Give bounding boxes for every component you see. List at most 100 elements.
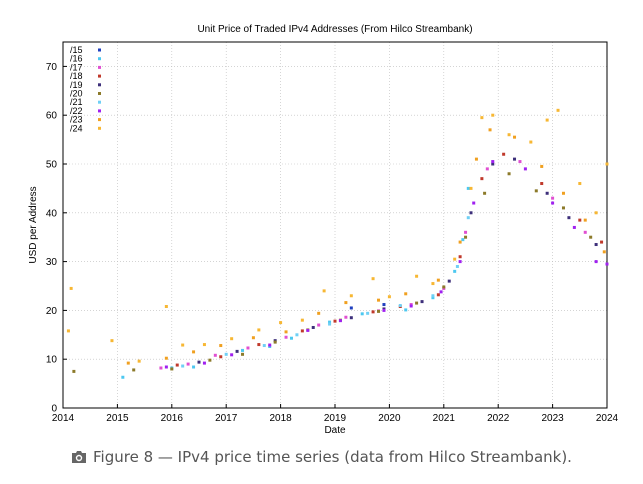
data-point <box>251 336 255 340</box>
x-tick-label: 2015 <box>106 413 129 424</box>
x-tick-label: 2022 <box>487 413 510 424</box>
data-point <box>507 172 511 176</box>
data-point <box>453 257 457 261</box>
data-point <box>551 196 555 200</box>
camera-icon <box>71 450 87 468</box>
x-tick-label: 2021 <box>433 413 456 424</box>
legend-label: /24 <box>70 123 83 133</box>
data-points <box>66 108 609 379</box>
data-point <box>273 340 277 344</box>
data-point <box>523 167 527 171</box>
y-axis-label: USD per Address <box>28 186 39 263</box>
data-point <box>192 365 196 369</box>
data-point <box>404 292 408 296</box>
data-point <box>241 352 245 356</box>
data-point <box>262 344 266 348</box>
data-point <box>534 189 538 193</box>
data-point <box>382 308 386 312</box>
data-point <box>181 343 185 347</box>
data-point <box>458 260 462 264</box>
data-point <box>602 250 606 254</box>
data-point <box>72 369 76 373</box>
data-point <box>246 346 250 350</box>
data-point <box>415 274 419 278</box>
data-point <box>257 328 261 332</box>
data-point <box>461 238 465 242</box>
x-tick-label: 2017 <box>215 413 238 424</box>
data-point <box>431 282 435 286</box>
data-point <box>464 230 468 234</box>
legend-label: /22 <box>70 106 83 116</box>
y-tick-label: 40 <box>46 208 58 219</box>
data-point <box>466 186 470 190</box>
data-point <box>164 304 168 308</box>
legend-label: /19 <box>70 80 83 90</box>
data-point <box>431 296 435 300</box>
x-tick-label: 2024 <box>596 413 619 424</box>
legend-marker <box>98 100 101 104</box>
data-point <box>398 304 402 308</box>
data-point <box>300 329 304 333</box>
data-point <box>366 311 370 315</box>
legend-label: /20 <box>70 89 83 99</box>
data-point <box>436 293 440 297</box>
data-point <box>219 344 223 348</box>
legend-label: /15 <box>70 45 83 55</box>
data-point <box>513 157 517 161</box>
data-point <box>159 366 163 370</box>
data-point <box>409 304 413 308</box>
data-point <box>230 353 234 357</box>
legend-label: /18 <box>70 71 83 81</box>
data-point <box>491 162 495 166</box>
x-tick-label: 2016 <box>161 413 184 424</box>
data-point <box>110 339 114 343</box>
data-point <box>338 319 342 323</box>
legend-marker <box>98 109 101 113</box>
data-point <box>219 355 223 359</box>
data-point <box>192 350 196 354</box>
data-point <box>545 191 549 195</box>
data-point <box>328 320 332 324</box>
axis-ticks: 2014 2015 2016 2017 2018 2019 2020 2021 2022 2023… <box>46 62 619 424</box>
data-point <box>540 182 544 186</box>
y-tick-label: 0 <box>51 404 57 415</box>
data-point <box>589 235 593 239</box>
x-tick-label: 2014 <box>52 413 75 424</box>
data-point <box>561 206 565 210</box>
data-point <box>241 348 245 352</box>
data-point <box>306 328 310 332</box>
data-point <box>328 322 332 326</box>
data-point <box>455 264 459 268</box>
legend-marker <box>98 126 101 130</box>
legend-marker <box>98 57 101 61</box>
y-tick-label: 70 <box>46 62 58 73</box>
data-point <box>578 218 582 222</box>
data-point <box>268 343 272 347</box>
chart-title: Unit Price of Traded IPv4 Addresses (Fro… <box>197 24 472 35</box>
data-point <box>132 368 136 372</box>
legend-marker <box>98 83 101 87</box>
data-point <box>349 294 353 298</box>
data-point <box>382 303 386 307</box>
y-tick-label: 20 <box>46 306 58 317</box>
data-point <box>126 361 130 365</box>
y-tick-label: 50 <box>46 160 58 171</box>
data-point <box>529 140 533 144</box>
data-point <box>540 164 544 168</box>
data-point <box>466 216 470 220</box>
data-point <box>295 333 299 337</box>
data-point <box>257 343 261 347</box>
data-point <box>556 108 560 112</box>
grid <box>63 42 607 408</box>
data-point <box>605 162 609 166</box>
data-point <box>480 177 484 181</box>
data-point <box>213 353 217 357</box>
data-point <box>594 211 598 215</box>
data-point <box>284 335 288 339</box>
data-point <box>186 362 190 366</box>
legend-marker <box>98 74 101 78</box>
data-point <box>322 289 326 293</box>
data-point <box>224 352 228 356</box>
data-point <box>572 225 576 229</box>
x-tick-label: 2019 <box>324 413 347 424</box>
